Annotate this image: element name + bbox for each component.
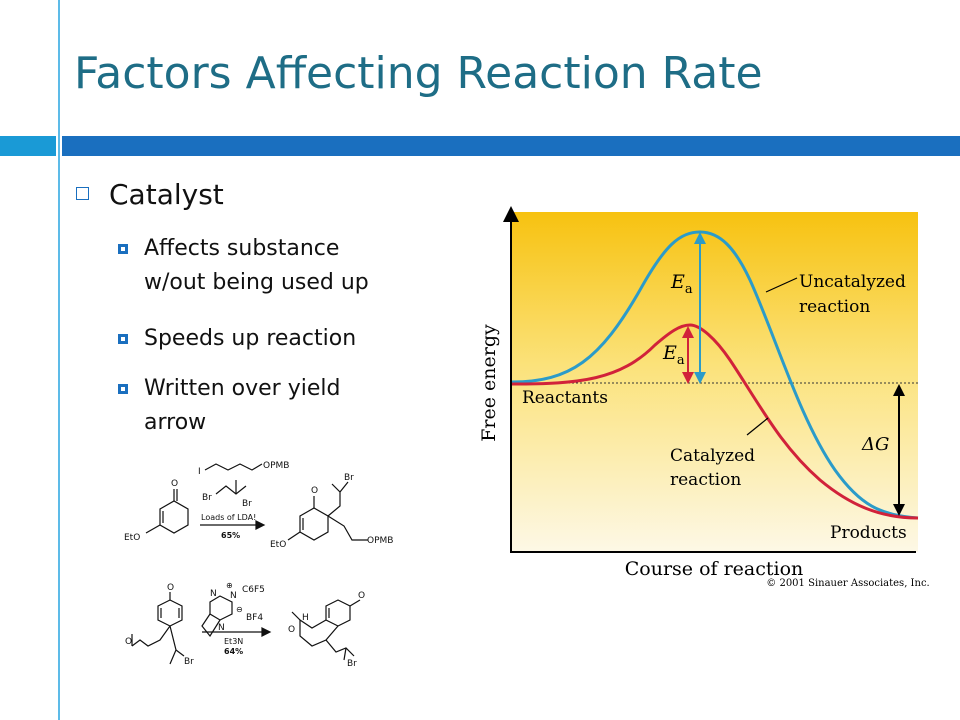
- slide-title: Factors Affecting Reaction Rate: [74, 48, 763, 99]
- square-bullet-icon: [118, 244, 128, 254]
- arrow-2-bottom-label: 64%: [224, 647, 243, 656]
- arrow-1-top-label: Loads of LDA!: [201, 513, 256, 522]
- product-oxygen: O: [311, 486, 318, 496]
- bullet-text: Catalyst: [109, 178, 224, 211]
- catalyst-n1: N: [210, 589, 217, 599]
- sub-bullet-3-line-2: arrow: [144, 410, 207, 435]
- reagent-bromo-1: Br: [202, 493, 212, 503]
- divider-vertical: [58, 0, 60, 720]
- sub-bullet-1-line-1: Affects substance: [144, 236, 340, 261]
- sm-oxygen: O: [171, 479, 178, 489]
- catalyst-plus: ⊕: [226, 581, 233, 590]
- sm-ethoxy: EtO: [124, 533, 140, 543]
- catalyzed-label-line2: reaction: [670, 470, 741, 490]
- catalyzed-ea-label: Ea: [662, 342, 685, 368]
- square-bullet-icon: [118, 384, 128, 394]
- accent-bar-left: [0, 136, 56, 156]
- hollow-square-icon: [76, 187, 89, 200]
- square-bullet-icon: [118, 334, 128, 344]
- reaction-scheme-2: O O Br N N N ⊕ C6F5 ⊖ BF4 Et3N 64% O O H…: [125, 581, 365, 669]
- reagent-iodo: I: [198, 467, 201, 477]
- reaction-scheme-1: O EtO I OPMB Br Br Loads of LDA! 65% O B…: [124, 461, 393, 550]
- y-axis-label: Free energy: [478, 324, 500, 442]
- product2-hydrogen: H: [302, 613, 309, 623]
- bullet-catalyst: Catalyst: [76, 178, 224, 211]
- products-label: Products: [830, 523, 907, 543]
- catalyzed-curve: [511, 323, 919, 520]
- x-axis-label: Course of reaction: [625, 558, 804, 580]
- product2-oxygen-1: O: [358, 591, 365, 601]
- catalyst-n2: N: [230, 591, 237, 601]
- delta-g-label: ΔG: [861, 434, 889, 455]
- sub-bullet-3-line-1: Written over yield: [144, 376, 341, 401]
- sub-bullet-2-line-1: Speeds up reaction: [144, 326, 357, 351]
- sub-bullet-1-line-2: w/out being used up: [144, 270, 369, 295]
- sm2-bromo: Br: [184, 657, 194, 667]
- accent-bar-right: [62, 136, 960, 156]
- energy-diagram: Free energy Course of reaction © 2001 Si…: [478, 206, 930, 589]
- copyright-text: © 2001 Sinauer Associates, Inc.: [766, 578, 929, 589]
- sm2-oxygen-side: O: [125, 637, 132, 647]
- uncatalyzed-label-line1: Uncatalyzed: [799, 272, 906, 292]
- uncatalyzed-label-line2: reaction: [799, 297, 870, 317]
- product-ethoxy: EtO: [270, 540, 286, 550]
- reactants-label: Reactants: [522, 388, 608, 408]
- uncatalyzed-ea-label: Ea: [670, 271, 693, 297]
- arrow-1-bottom-label: 65%: [221, 531, 240, 540]
- uncatalyzed-curve: [511, 230, 919, 520]
- reagent-bromo-2: Br: [242, 499, 252, 509]
- product2-oxygen-2: O: [288, 625, 295, 635]
- arrow-2-top-label: Et3N: [224, 637, 243, 646]
- product-opmb: OPMB: [367, 536, 393, 546]
- catalyst-bf4: BF4: [246, 613, 263, 623]
- catalyzed-label-line1: Catalyzed: [670, 446, 755, 466]
- catalyst-n3: N: [218, 623, 225, 633]
- product2-bromo: Br: [347, 659, 357, 669]
- catalyst-minus: ⊖: [236, 605, 243, 614]
- sm2-oxygen-top: O: [167, 583, 174, 593]
- reagent-opmb: OPMB: [263, 461, 289, 471]
- product-bromo: Br: [344, 473, 354, 483]
- catalyst-c6f5: C6F5: [242, 585, 265, 595]
